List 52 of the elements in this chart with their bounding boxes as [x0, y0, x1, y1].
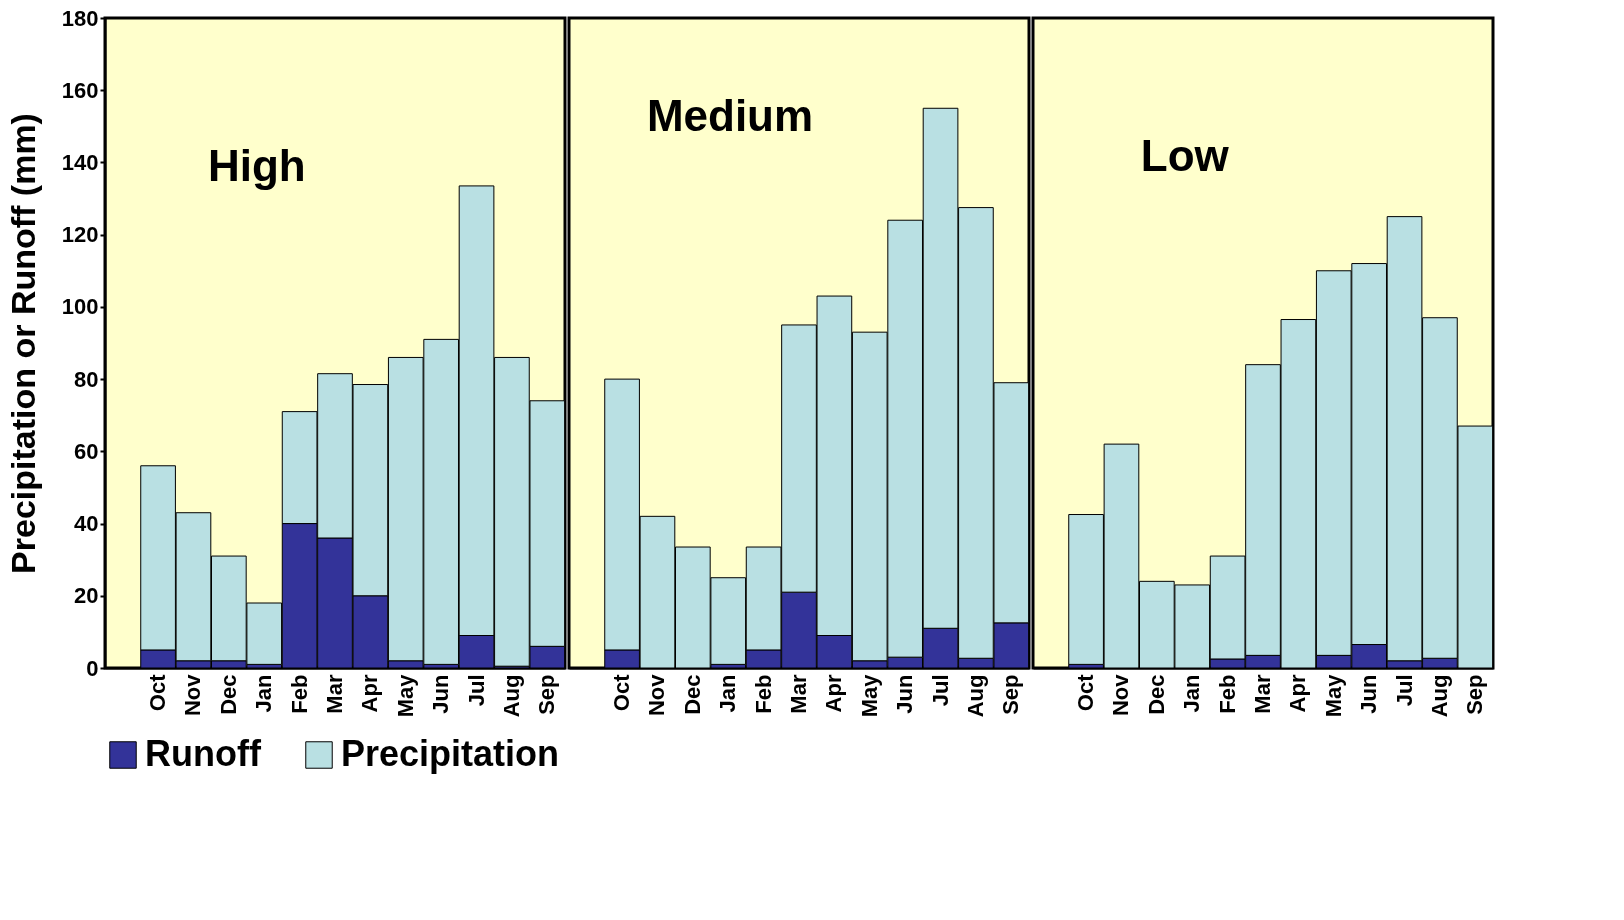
x-tick-label: Jan	[251, 674, 277, 713]
x-tick-label: Jan	[1179, 674, 1205, 713]
x-tick-label: Sep	[998, 674, 1024, 715]
x-tick-label: Oct	[1073, 673, 1099, 712]
y-tick-label: 120	[61, 222, 99, 248]
y-tick-label: 20	[74, 583, 99, 609]
x-tick-label: Dec	[1143, 674, 1169, 715]
x-tick-label: May	[1320, 673, 1346, 718]
text: High	[207, 141, 306, 190]
x-tick-label: Jul	[927, 674, 953, 707]
x-tick-label: Feb	[1214, 674, 1240, 714]
x-tick-label: Aug	[1426, 674, 1452, 718]
x-tick-label: Apr	[357, 674, 383, 713]
x-tick-label: Mar	[786, 674, 811, 714]
x-tick-label: Jan	[715, 674, 741, 713]
x-tick-label: Jun	[892, 674, 918, 714]
y-tick-label: 180	[61, 5, 99, 31]
x-tick-label: Apr	[821, 674, 847, 713]
x-tick-label: Jul	[1391, 674, 1417, 707]
x-tick-label: Sep	[1462, 674, 1488, 715]
x-tick-label: Oct	[145, 673, 171, 712]
x-tick-label: Nov	[180, 673, 206, 717]
x-tick-label: Aug	[962, 674, 988, 718]
x-tick-label: Nov	[1108, 673, 1134, 717]
y-tick-label: 0	[86, 655, 99, 681]
x-tick-label: Mar	[322, 674, 347, 714]
x-tick-label: Aug	[498, 674, 524, 718]
x-tick-label: May	[392, 673, 418, 718]
y-tick-label: 80	[74, 366, 99, 392]
x-tick-label: May	[856, 673, 882, 718]
text: Medium	[646, 91, 814, 140]
y-tick-label: 160	[61, 77, 99, 103]
x-tick-label: Oct	[609, 673, 635, 712]
x-tick-label: Nov	[644, 673, 670, 717]
y-tick-label: 60	[74, 438, 99, 464]
y-tick-label: 40	[74, 511, 99, 537]
x-tick-label: Jun	[1356, 674, 1382, 714]
x-tick-label: Feb	[750, 674, 776, 714]
x-tick-label: Dec	[679, 674, 705, 715]
y-axis-title: Precipitation or Runoff (mm)	[3, 113, 42, 574]
legend-label: Precipitation	[341, 733, 560, 774]
x-tick-label: Dec	[215, 674, 241, 715]
x-tick-label: Jun	[428, 674, 454, 714]
y-tick-label: 100	[61, 294, 99, 320]
y-tick-label: 140	[61, 149, 99, 175]
text: Low	[1140, 131, 1230, 180]
legend-label: Runoff	[145, 733, 262, 774]
x-tick-label: Apr	[1285, 674, 1311, 713]
x-tick-label: Mar	[1250, 674, 1275, 714]
x-tick-label: Jul	[463, 674, 489, 707]
x-tick-label: Feb	[286, 674, 312, 714]
x-tick-label: Sep	[534, 674, 560, 715]
